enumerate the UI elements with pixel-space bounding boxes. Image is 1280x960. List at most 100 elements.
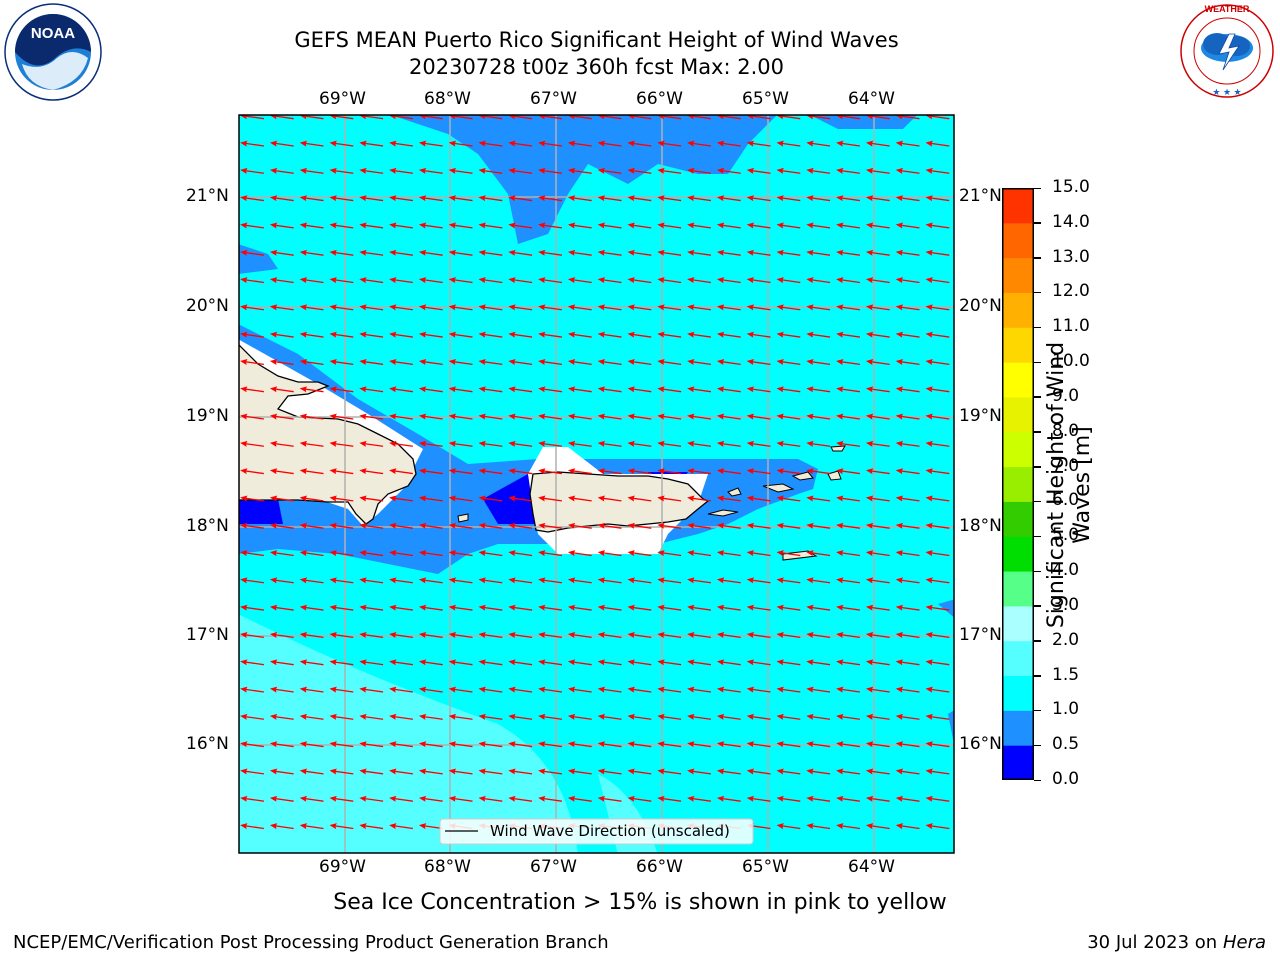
wind-wave-arrow [329,768,354,775]
wind-wave-arrow [925,713,950,720]
wind-wave-arrow [895,522,920,529]
wind-wave-arrow [925,359,950,366]
wind-wave-arrow [478,686,503,693]
lon-label-bottom-67w: 67°W [530,857,577,877]
wind-wave-arrow [716,686,741,693]
noaa-logo: NOAA [4,3,102,101]
wind-wave-arrow [597,386,622,393]
wind-wave-arrow [329,140,354,147]
wind-wave-arrow [329,440,354,447]
colorbar-tick-label: 7.0 [1052,455,1080,476]
wind-wave-arrow [478,222,503,229]
wind-wave-arrow [508,222,533,229]
wind-wave-arrow [359,659,384,666]
wind-wave-arrow [359,249,384,256]
lon-label-bottom-69w: 69°W [319,857,366,877]
wind-wave-arrow [508,577,533,584]
wind-wave-arrow [508,304,533,311]
wind-wave-arrow [418,167,443,174]
wind-wave-arrow [776,386,801,393]
wind-wave-arrow [895,550,920,557]
wind-wave-arrow [418,222,443,229]
wind-wave-arrow [478,331,503,338]
colorbar-tick-mark [1034,257,1041,259]
lon-label-top-66w: 66°W [636,89,683,109]
wind-wave-arrow [538,686,562,693]
wind-wave-arrow [627,495,652,502]
lon-label-top-67w: 67°W [530,89,577,109]
wind-wave-arrow [269,222,294,229]
wind-wave-arrow [478,304,503,311]
wind-wave-arrow [538,468,562,475]
wind-wave-arrow [359,115,384,120]
colorbar-segment [1002,396,1034,433]
wind-wave-arrow [657,632,682,639]
wind-wave-arrow [716,577,741,584]
wind-wave-arrow [716,140,741,147]
wind-wave-arrow [925,115,950,120]
wind-wave-arrow [508,741,533,748]
wind-wave-arrow [299,686,324,693]
wind-wave-arrow [836,222,860,229]
wind-wave-arrow [746,331,771,338]
wind-wave-arrow [329,604,354,611]
wind-wave-arrow [895,823,920,830]
wind-wave-arrow [657,495,682,502]
wind-wave-arrow [836,550,860,557]
wind-wave-arrow [299,249,324,256]
wind-wave-arrow [538,140,562,147]
wind-wave-arrow [597,604,622,611]
wind-wave-arrow [806,659,831,666]
wind-wave-arrow [776,686,801,693]
wind-wave-arrow [746,632,771,639]
colorbar-segment [1002,745,1034,781]
wind-wave-arrow [329,686,354,693]
colorbar-segment [1002,466,1034,502]
credit-left: NCEP/EMC/Verification Post Processing Pr… [13,932,609,953]
wind-wave-arrow [359,577,384,584]
wind-wave-arrow [359,495,384,502]
wind-wave-arrow [806,522,831,529]
wind-wave-arrow [508,249,533,256]
lat-label-left-20n: 20°N [186,296,229,316]
wind-wave-arrow [538,741,562,748]
wind-wave-arrow [299,795,324,802]
wind-wave-arrow [299,741,324,748]
wind-wave-arrow [865,550,890,557]
wind-wave-arrow [567,115,592,120]
lat-label-left-21n: 21°N [186,186,229,206]
wind-wave-arrow [627,604,652,611]
wind-wave-arrow [240,413,264,420]
wind-wave-arrow [657,413,682,420]
wind-wave-arrow [627,277,652,284]
wind-wave-arrow [746,386,771,393]
wind-wave-arrow [538,440,562,447]
wind-wave-arrow [687,440,711,447]
wind-wave-arrow [597,577,622,584]
wind-wave-arrow [746,440,771,447]
wind-wave-arrow [657,386,682,393]
wind-wave-arrow [269,115,294,120]
wind-wave-arrow [240,795,264,802]
wind-wave-arrow [836,713,860,720]
wind-wave-arrow [687,550,711,557]
wind-wave-arrow [389,768,413,775]
wind-wave-arrow [865,331,890,338]
wind-wave-arrow [687,713,711,720]
wind-wave-arrow [418,686,443,693]
wind-wave-arrows [240,115,950,830]
wave-band-1p5-2m [239,614,578,853]
wind-wave-arrow [240,195,264,202]
wind-wave-arrow [657,659,682,666]
colorbar-segment [1002,327,1034,363]
wind-wave-arrow [865,140,890,147]
wind-wave-arrow [597,686,622,693]
wind-wave-arrow [657,604,682,611]
wind-wave-arrow [448,195,473,202]
wind-wave-arrow [269,468,294,475]
wave-height-map: Wind Wave Direction (unscaled) [238,114,955,854]
wind-wave-arrow [806,222,831,229]
colorbar-tick-mark [1034,535,1041,538]
wind-wave-arrow [687,468,711,475]
wind-wave-arrow [716,713,741,720]
